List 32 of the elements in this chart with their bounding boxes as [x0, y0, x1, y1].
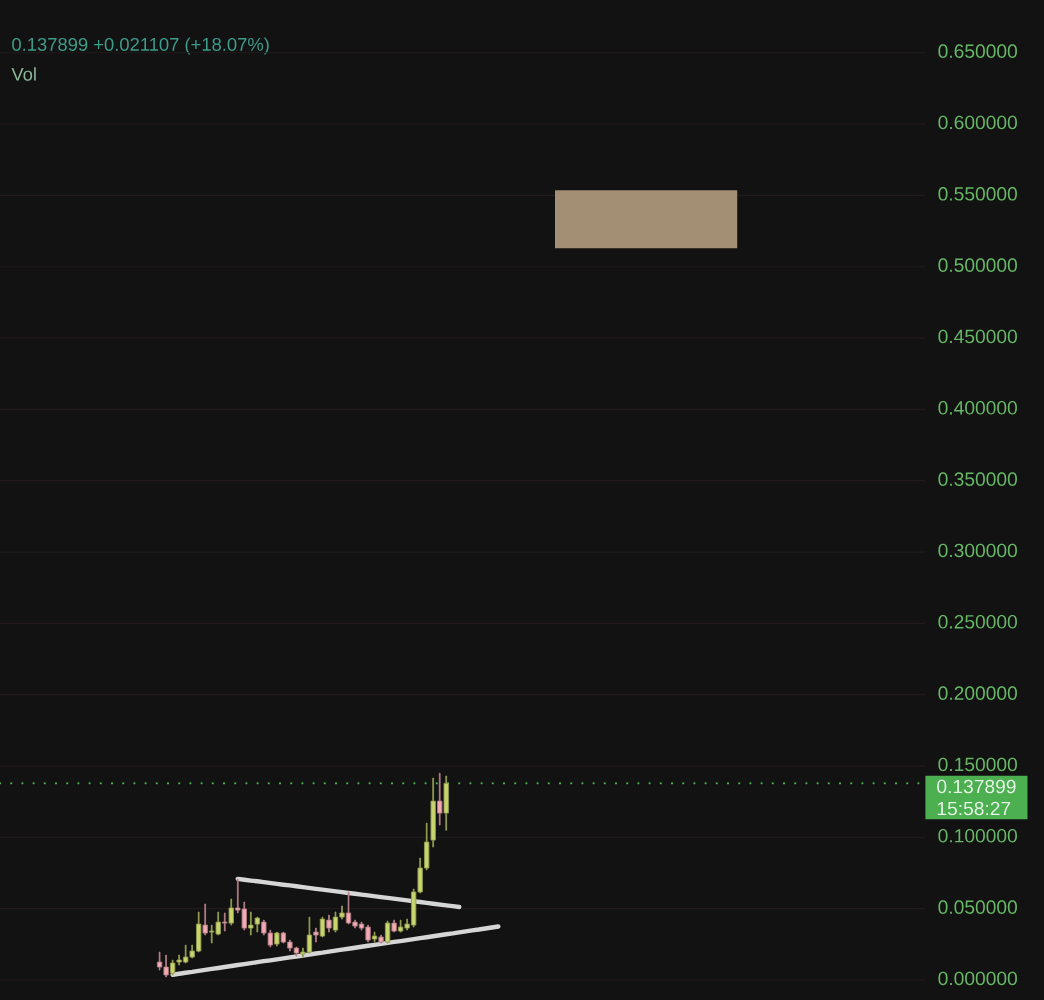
candlestick — [274, 931, 280, 947]
candlestick — [391, 919, 397, 933]
y-tick-label: 0.250000 — [938, 614, 1017, 629]
candlestick — [437, 772, 443, 826]
candlestick — [319, 916, 326, 938]
candlestick — [430, 777, 436, 848]
y-tick-label: 0.650000 — [938, 44, 1017, 58]
y-tick-label: 0.450000 — [938, 329, 1017, 344]
candlestick — [384, 920, 391, 944]
candlestick — [228, 898, 234, 926]
candlestick — [222, 912, 228, 932]
candlestick — [378, 934, 384, 944]
y-tick-label: 0.500000 — [938, 258, 1017, 272]
candlestick — [326, 914, 332, 933]
y-tick-label: 0.150000 — [938, 757, 1017, 772]
candlestick — [202, 903, 208, 936]
ref-line-label: 0.137899 — [937, 779, 1016, 794]
y-tick-label: 0.350000 — [938, 472, 1017, 486]
y-tick-label: 0.600000 — [938, 115, 1017, 130]
annotation: Vol — [11, 67, 36, 81]
y-tick-label: 0.300000 — [938, 543, 1017, 558]
y-tick-label: 0.200000 — [938, 686, 1017, 700]
y-tick-label: 0.400000 — [938, 401, 1017, 415]
text: 15:58:27 — [937, 801, 1011, 816]
annotation: 0.137899 +0.021107 (+18.07%) — [12, 37, 269, 55]
candlestick — [443, 775, 449, 831]
y-tick-label: 0.100000 — [938, 828, 1017, 843]
candlestick — [371, 931, 378, 943]
y-tick-label: 0.550000 — [938, 187, 1017, 201]
y-tick-label: 0.000000 — [938, 971, 1017, 986]
y-tick-label: 0.050000 — [938, 900, 1017, 914]
candlestick — [313, 927, 319, 943]
